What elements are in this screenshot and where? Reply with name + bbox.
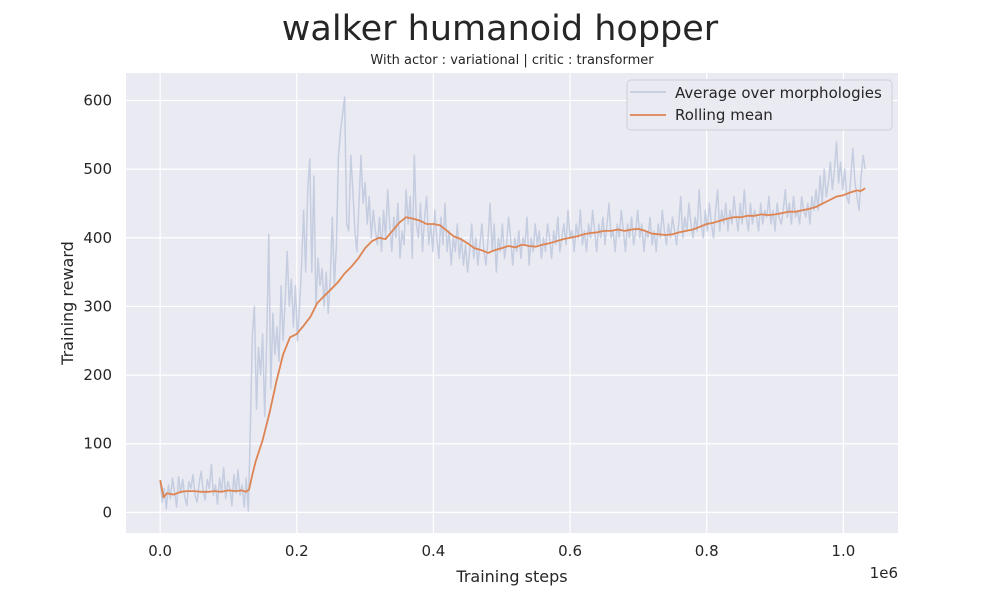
series-line-rolling-mean [159,187,866,499]
legend-label-average: Average over morphologies [675,84,882,102]
chart-title: walker humanoid hopper [282,9,719,49]
y-tick-labels: 0 100 200 300 400 500 600 [83,91,112,521]
legend-label-rolling-mean: Rolling mean [675,106,773,124]
x-tick-label: 0.2 [285,542,309,560]
y-tick-label: 0 [102,503,112,521]
y-axis-label: Training reward [58,241,77,366]
x-tick-label: 0.8 [695,542,719,560]
x-tick-label: 0.4 [422,542,446,560]
x-tick-label: 1.0 [831,542,855,560]
x-tick-labels: 0.0 0.2 0.4 0.6 0.8 1.0 [148,542,855,560]
x-tick-label: 0.6 [558,542,582,560]
series-line-average-over-morphologies [159,96,866,512]
y-tick-label: 100 [83,435,112,453]
plot-area [126,73,898,533]
legend-box [626,79,893,131]
y-tick-label: 600 [83,91,112,109]
y-tick-label: 500 [83,160,112,178]
x-tick-label: 0.0 [148,542,172,560]
y-tick-label: 200 [83,366,112,384]
legend: Average over morphologies Rolling mean [626,79,893,131]
chart-subtitle: With actor : variational | critic : tran… [370,53,654,68]
y-tick-label: 300 [83,297,112,315]
x-axis-label: Training steps [455,567,567,586]
x-axis-offset-label: 1e6 [870,564,898,582]
y-tick-label: 400 [83,229,112,247]
